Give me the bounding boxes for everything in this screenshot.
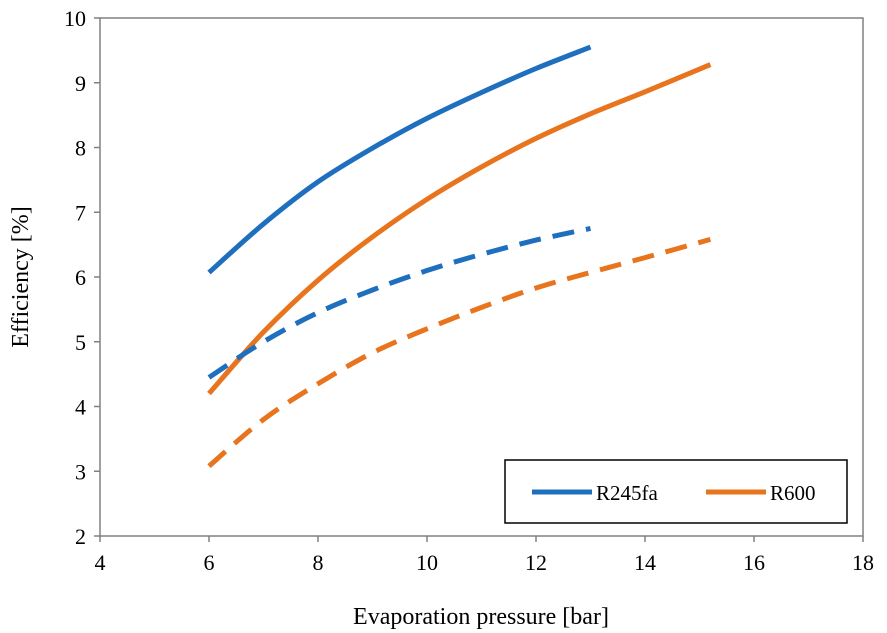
x-tick-label: 14 — [634, 550, 656, 575]
x-tick-label: 4 — [95, 550, 106, 575]
series-r600-dashed — [207, 236, 712, 468]
y-tick-label: 2 — [75, 524, 86, 549]
x-axis-title: Evaporation pressure [bar] — [353, 604, 609, 630]
x-tick-label: 12 — [525, 550, 547, 575]
x-tick-label: 10 — [416, 550, 438, 575]
y-axis-title: Efficiency [%] — [8, 206, 34, 347]
series-r245fa-solid — [207, 44, 592, 275]
series-lines — [207, 44, 712, 468]
y-tick-label: 6 — [75, 265, 86, 290]
x-tick-label: 18 — [852, 550, 874, 575]
x-tick-label: 16 — [743, 550, 765, 575]
y-tick-label: 5 — [75, 330, 86, 355]
y-tick-label: 10 — [64, 6, 86, 31]
y-tick-label: 9 — [75, 71, 86, 96]
y-tick-label: 4 — [75, 395, 86, 420]
legend-label-r600: R600 — [770, 481, 816, 505]
x-tick-label: 8 — [313, 550, 324, 575]
legend-label-r245fa: R245fa — [596, 481, 659, 505]
y-tick-label: 7 — [75, 200, 86, 225]
y-tick-label: 8 — [75, 136, 86, 161]
series-r600-solid — [207, 62, 712, 396]
y-tick-label: 3 — [75, 459, 86, 484]
y-tick-labels: 2 3 4 5 6 7 8 9 10 — [64, 6, 86, 549]
x-tick-label: 6 — [204, 550, 215, 575]
tick-marks — [94, 17, 864, 542]
series-r245fa-dashed — [207, 225, 592, 380]
x-tick-labels: 4 6 8 10 12 14 16 18 — [95, 550, 875, 575]
legend: R245fa R600 — [504, 459, 848, 524]
